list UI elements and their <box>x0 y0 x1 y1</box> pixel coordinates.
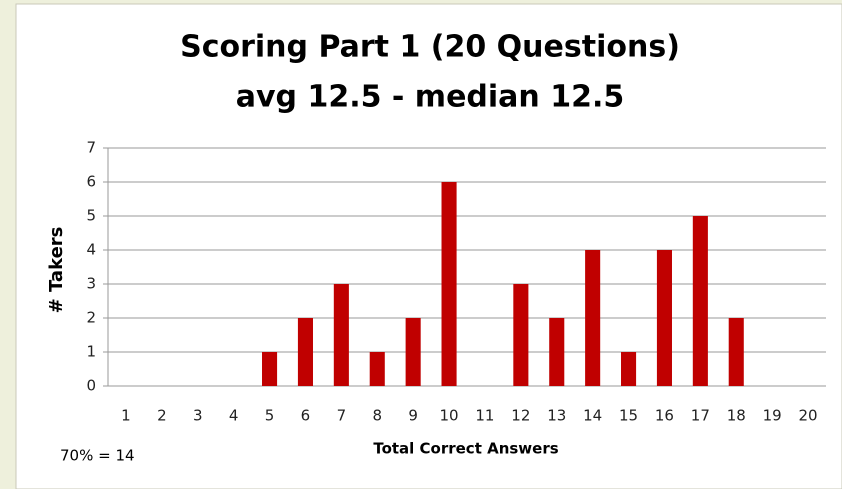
x-tick-label: 1 <box>121 407 131 425</box>
x-tick-label: 16 <box>655 407 674 425</box>
bar <box>297 318 313 386</box>
annotation: 70% = 14 <box>60 447 135 465</box>
y-tick-label: 5 <box>86 207 96 225</box>
y-axis-label: # Takers <box>46 227 67 314</box>
chart-title: Scoring Part 1 (20 Questions) <box>180 30 680 65</box>
bar <box>728 318 744 386</box>
y-tick-label: 0 <box>86 377 96 395</box>
y-tick-label: 4 <box>86 241 96 259</box>
chart-subtitle: avg 12.5 - median 12.5 <box>236 80 625 115</box>
y-tick-label: 3 <box>86 275 96 293</box>
x-tick-label: 5 <box>265 407 275 425</box>
x-tick-label: 18 <box>727 407 746 425</box>
x-tick-label: 13 <box>547 407 566 425</box>
x-axis-label: Total Correct Answers <box>373 440 558 458</box>
y-tick-label: 2 <box>86 309 96 327</box>
x-tick-label: 8 <box>372 407 382 425</box>
y-tick-label: 7 <box>86 139 96 157</box>
y-tick-label: 1 <box>86 343 96 361</box>
x-tick-label: 19 <box>763 407 782 425</box>
bar <box>262 352 278 386</box>
x-tick-label: 7 <box>337 407 347 425</box>
chart-area <box>15 3 842 489</box>
x-tick-label: 6 <box>301 407 311 425</box>
x-tick-label: 17 <box>691 407 710 425</box>
bar <box>549 318 565 386</box>
x-tick-label: 15 <box>619 407 638 425</box>
x-tick-label: 10 <box>440 407 459 425</box>
bar <box>405 318 421 386</box>
x-tick-label: 20 <box>799 407 818 425</box>
bar <box>369 352 385 386</box>
bar <box>621 352 637 386</box>
bar <box>333 284 349 386</box>
x-tick-label: 14 <box>583 407 602 425</box>
bar <box>692 216 708 386</box>
y-tick-label: 6 <box>86 173 96 191</box>
bar <box>441 182 457 386</box>
x-tick-label: 2 <box>157 407 167 425</box>
x-tick-label: 9 <box>408 407 418 425</box>
x-tick-label: 12 <box>511 407 530 425</box>
bar <box>585 250 601 386</box>
x-tick-label: 4 <box>229 407 239 425</box>
x-tick-label: 3 <box>193 407 203 425</box>
bar <box>513 284 529 386</box>
x-tick-label: 11 <box>475 407 494 425</box>
bar <box>656 250 672 386</box>
